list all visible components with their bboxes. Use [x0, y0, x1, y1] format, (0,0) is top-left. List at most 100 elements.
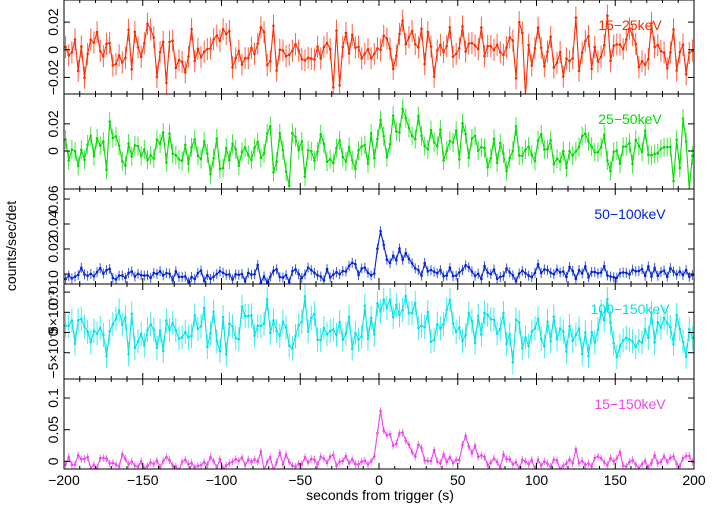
data-point [391, 254, 395, 258]
data-point [628, 27, 631, 30]
data-point [543, 148, 546, 151]
data-point [102, 456, 105, 460]
data-point [372, 455, 376, 458]
data-point [98, 456, 102, 460]
data-point [297, 272, 300, 276]
data-point [517, 321, 521, 324]
data-point [659, 270, 663, 274]
data-point [388, 143, 392, 146]
data-point [599, 145, 603, 149]
data-point [672, 270, 675, 273]
data-point [215, 466, 219, 469]
data-point [369, 56, 373, 60]
data-point [461, 25, 464, 28]
data-point [246, 56, 250, 60]
data-point [467, 312, 471, 315]
data-point [284, 326, 288, 329]
data-point [672, 179, 675, 183]
data-point [212, 38, 215, 41]
data-point [527, 462, 530, 466]
data-point [322, 142, 326, 146]
data-point [511, 463, 515, 466]
data-point [637, 269, 641, 273]
data-point [495, 161, 499, 165]
data-point [303, 295, 307, 298]
data-point [587, 276, 590, 279]
data-point [347, 52, 351, 55]
data-point [650, 154, 653, 157]
data-point [631, 33, 634, 37]
data-point [458, 46, 461, 50]
data-point [133, 30, 137, 34]
data-point [240, 456, 244, 459]
data-point [105, 354, 108, 358]
data-point [215, 34, 219, 37]
data-point [590, 145, 593, 148]
data-point [492, 268, 496, 271]
data-point [618, 271, 622, 275]
data-point [473, 134, 477, 138]
data-point [555, 61, 559, 65]
data-point [86, 330, 89, 334]
data-point [495, 277, 499, 281]
data-point [656, 274, 660, 277]
data-point [105, 268, 108, 272]
data-point [684, 355, 688, 359]
data-point [584, 132, 587, 136]
data-point [143, 344, 146, 347]
data-point [80, 317, 83, 321]
data-point [391, 444, 395, 447]
data-point [332, 86, 335, 89]
data-point [492, 48, 496, 52]
x-tick-label: −200 [48, 472, 80, 488]
data-point [637, 65, 641, 69]
data-point [514, 318, 518, 321]
data-point [306, 148, 310, 152]
data-point [621, 339, 625, 342]
data-point [322, 279, 326, 282]
data-point [502, 53, 505, 57]
data-point [678, 270, 682, 273]
data-point [687, 454, 691, 458]
data-point [335, 333, 338, 337]
data-point [303, 175, 307, 178]
data-point [391, 315, 395, 319]
data-point [332, 453, 335, 457]
data-point [265, 132, 269, 135]
data-point [237, 459, 241, 463]
data-point [130, 154, 134, 158]
data-point [561, 464, 565, 468]
data-point [546, 320, 549, 323]
data-point [376, 431, 379, 435]
data-point [136, 272, 140, 276]
data-point [114, 463, 118, 466]
data-point [335, 146, 338, 150]
data-point [319, 455, 323, 458]
data-point [631, 162, 634, 166]
data-point [533, 46, 537, 50]
data-point [291, 49, 294, 53]
data-point [656, 462, 660, 465]
data-point [149, 461, 152, 464]
data-point [511, 149, 515, 152]
data-point [278, 131, 282, 135]
data-point [426, 270, 430, 273]
data-point [341, 269, 345, 273]
data-point [539, 464, 543, 467]
data-point [413, 267, 417, 270]
data-point [253, 52, 256, 56]
data-point [347, 315, 351, 319]
data-point [606, 159, 609, 162]
data-point [508, 457, 512, 461]
band-label: 15−150keV [594, 396, 666, 412]
data-point [395, 130, 398, 133]
data-point [612, 460, 615, 463]
y-tick-label: 0.02 [45, 110, 61, 137]
data-point [612, 275, 615, 279]
data-point [602, 133, 606, 136]
series-3 [64, 226, 694, 284]
data-point [221, 166, 225, 170]
data-point [587, 34, 590, 38]
data-point [524, 94, 527, 97]
data-point [89, 340, 93, 344]
